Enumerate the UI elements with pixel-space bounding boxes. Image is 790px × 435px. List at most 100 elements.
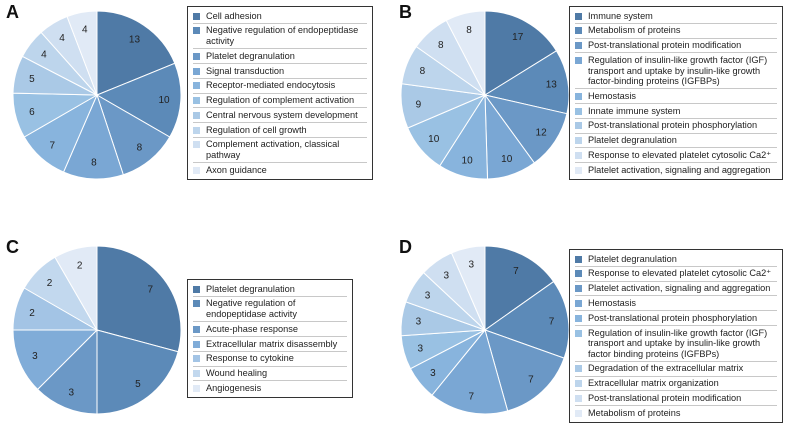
legend-label: Negative regulation of endopeptidase act…	[206, 25, 359, 46]
legend-swatch	[575, 166, 582, 174]
legend-swatch	[575, 12, 582, 20]
legend-label: Immune system	[588, 10, 653, 21]
legend-label: Regulation of insulin-like growth factor…	[588, 54, 768, 87]
pie-chart-c: 7 5 3 3 2 2 2	[12, 245, 182, 415]
legend-swatch	[575, 285, 582, 293]
pie-chart-a: 13 10 8 8 7 6 5 4 4 4	[12, 10, 182, 180]
legend-swatch	[575, 122, 582, 130]
legend-item: Response to cytokine	[193, 352, 347, 367]
legend-label: Regulation of cell growth	[206, 124, 307, 135]
legend-label: Platelet degranulation	[588, 135, 677, 146]
slice-value-label: 7	[513, 266, 519, 277]
slice-value-label: 3	[69, 388, 75, 399]
legend-item: Wound healing	[193, 367, 347, 382]
legend-swatch	[575, 152, 582, 160]
slice-value-label: 8	[420, 66, 426, 77]
slice-value-label: 7	[528, 375, 534, 386]
legend-label: Acute-phase response	[206, 323, 298, 334]
legend-label: Angiogenesis	[206, 382, 262, 393]
pie-slice	[96, 329, 179, 415]
legend-label: Receptor-mediated endocytosis	[206, 80, 336, 91]
slice-value-label: 2	[47, 278, 53, 289]
legend-swatch	[575, 56, 582, 64]
slice-value-label: 10	[158, 95, 170, 106]
legend-swatch	[575, 409, 582, 417]
legend-item: Extracellular matrix disassembly	[193, 337, 347, 352]
slice-value-label: 17	[512, 32, 524, 43]
legend-label: Degradation of the extracellular matrix	[588, 363, 744, 374]
legend-swatch	[575, 365, 582, 373]
legend-label: Platelet degranulation	[206, 283, 295, 294]
legend-swatch	[193, 141, 200, 149]
legend-label: Post-translational protein phosphorylati…	[588, 312, 758, 323]
legend-label: Post-translational protein phosphorylati…	[588, 120, 758, 131]
legend-label: Platelet activation, signaling and aggre…	[588, 283, 771, 294]
legend-item: Hemostasis	[575, 89, 777, 105]
slice-value-label: 4	[41, 49, 47, 60]
legend-a: Cell adhesion Negative regulation of endo…	[187, 6, 373, 180]
slice-value-label: 10	[428, 134, 440, 145]
slice-value-label: 9	[416, 100, 422, 111]
legend-item: Cell adhesion	[193, 9, 367, 24]
pie-slice	[431, 328, 509, 415]
slice-value-label: 3	[418, 344, 424, 355]
slice-value-label: 3	[32, 351, 38, 362]
legend-swatch	[193, 166, 200, 174]
pie-slice	[54, 245, 98, 332]
legend-swatch	[575, 255, 582, 263]
slice-value-label: 8	[137, 143, 143, 154]
slice-value-label: 10	[501, 154, 513, 165]
legend-label: Axon guidance	[206, 164, 267, 175]
pie-slice	[96, 10, 176, 96]
slice-value-label: 3	[430, 368, 436, 379]
slice-value-label: 5	[135, 379, 141, 390]
legend-swatch	[575, 395, 582, 403]
slice-value-label: 7	[549, 316, 555, 327]
slice-value-label: 8	[466, 25, 472, 36]
legend-swatch	[193, 300, 200, 308]
slice-value-label: 13	[129, 35, 141, 46]
slice-value-label: 2	[29, 308, 35, 319]
pie-slice	[95, 62, 182, 138]
legend-label: Platelet activation, signaling and aggre…	[588, 164, 771, 175]
panel-letter: D	[399, 237, 412, 257]
legend-item: Central nervous system development	[193, 108, 367, 124]
legend-swatch	[575, 42, 582, 50]
legend-item: Regulation of insulin-like growth factor…	[575, 53, 777, 90]
legend-label: Signal transduction	[206, 65, 285, 76]
slice-value-label: 4	[59, 33, 65, 44]
legend-item: Angiogenesis	[193, 381, 347, 395]
legend-item: Extracellular matrix organization	[575, 377, 777, 392]
legend-label: Response to elevated platelet cytosolic …	[588, 150, 772, 161]
pie-slice	[12, 329, 99, 391]
legend-swatch	[575, 299, 582, 307]
legend-swatch	[193, 355, 200, 363]
legend-label: Regulation of complement activation	[206, 95, 355, 106]
legend-item: Negative regulation of endopeptidase act…	[193, 24, 367, 50]
panel-a: A 13 10 8 8 7 6 5 4 4 4 Cell adhesion Negative reg…	[0, 0, 395, 217]
legend-label: Extracellular matrix organization	[588, 378, 719, 389]
pie-slice	[483, 280, 570, 359]
legend-item: Post-translational protein modification	[575, 391, 777, 407]
legend-swatch	[193, 67, 200, 75]
legend-item: Metabolism of proteins	[575, 406, 777, 420]
legend-label: Regulation of insulin-like growth factor…	[588, 327, 768, 359]
legend-label: Platelet degranulation	[588, 253, 677, 264]
panel-d: D 7 7 7 7 3 3 3 3 3 3 Platelet degranulation Respo…	[395, 217, 790, 434]
slice-value-label: 8	[91, 158, 97, 169]
legend-label: Metabolism of proteins	[588, 407, 681, 418]
legend-swatch	[575, 314, 582, 322]
legend-item: Regulation of complement activation	[193, 94, 367, 109]
legend-label: Post-translational protein modification	[588, 40, 742, 51]
legend-swatch	[575, 380, 582, 388]
legend-item: Response to elevated platelet cytosolic …	[575, 267, 777, 282]
legend-label: Hemostasis	[588, 297, 636, 308]
legend-label: Post-translational protein modification	[588, 393, 742, 404]
legend-item: Platelet degranulation	[575, 134, 777, 149]
pie-slice	[484, 10, 558, 96]
pie-slice	[66, 10, 98, 96]
legend-item: Metabolism of proteins	[575, 24, 777, 39]
slice-value-label: 4	[82, 24, 88, 35]
legend-label: Hemostasis	[588, 90, 636, 101]
legend-item: Post-translational protein modification	[575, 39, 777, 54]
